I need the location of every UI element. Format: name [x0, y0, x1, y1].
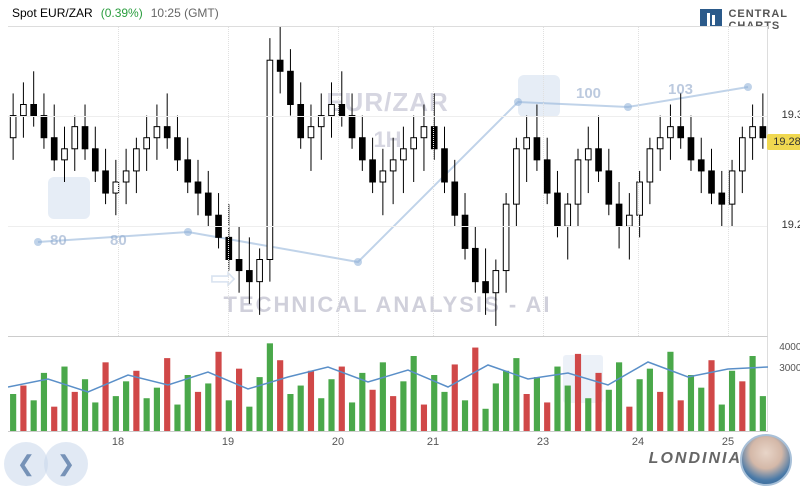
volume-bars: [8, 337, 768, 432]
price-chart[interactable]: EUR/ZAR 1H TECHNICAL ANALYSIS - AI 80 80…: [8, 26, 768, 336]
x-tick-label: 20: [332, 436, 344, 448]
nav-next-button[interactable]: ❯: [44, 442, 88, 486]
nav-prev-button[interactable]: ❮: [4, 442, 48, 486]
timestamp: 10:25 (GMT): [151, 6, 219, 20]
x-tick-label: 19: [222, 436, 234, 448]
vol-tick-label: 40000: [779, 342, 800, 353]
current-price-tag: 19.2845: [767, 134, 800, 150]
pct-change: (0.39%): [101, 6, 143, 20]
x-tick-label: 25: [722, 436, 734, 448]
x-tick-label: 23: [537, 436, 549, 448]
y-tick-label: 19.2: [782, 219, 800, 231]
x-tick-label: 24: [632, 436, 644, 448]
x-tick-label: 21: [427, 436, 439, 448]
volume-chart[interactable]: 3000040000: [8, 336, 768, 431]
candlesticks: [8, 27, 768, 337]
instrument-name: Spot EUR/ZAR: [12, 6, 93, 20]
vol-tick-label: 30000: [779, 363, 800, 374]
avatar-icon[interactable]: [740, 434, 792, 486]
x-tick-label: 18: [112, 436, 124, 448]
chart-header: Spot EUR/ZAR (0.39%) 10:25 (GMT): [0, 0, 800, 26]
y-tick-label: 19.3: [782, 109, 800, 121]
londinia-brand: LONDINIA: [649, 450, 742, 468]
